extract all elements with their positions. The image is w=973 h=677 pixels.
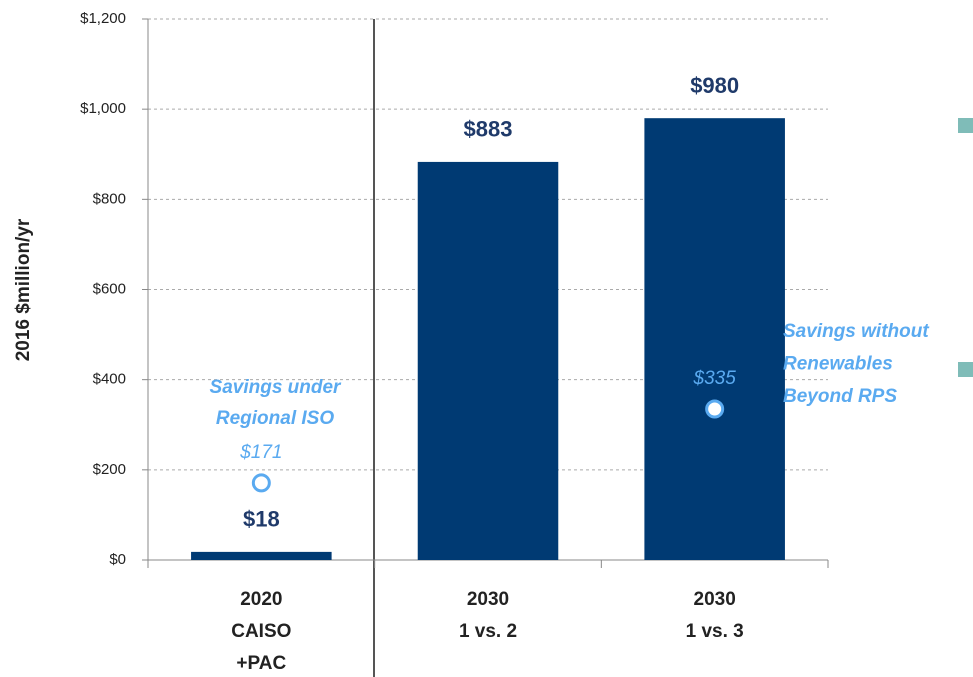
x-tick-label: 2030: [694, 589, 736, 610]
annotation: Savings under: [210, 377, 343, 398]
bar: [191, 551, 332, 560]
x-tick-label: 2020: [240, 589, 282, 610]
y-tick-label: $600: [93, 280, 126, 297]
bar: [644, 118, 785, 560]
annotation: Renewables: [783, 354, 893, 375]
x-tick-label: 1 vs. 3: [686, 621, 744, 642]
marker-label: $335: [693, 368, 737, 389]
value-label: $18: [243, 507, 280, 532]
y-tick-label: $1,000: [80, 100, 126, 117]
annotation: Regional ISO: [216, 408, 334, 429]
bullet: [958, 118, 973, 133]
value-label: $883: [464, 117, 513, 142]
x-tick-label: CAISO: [231, 621, 291, 642]
y-tick-label: $0: [109, 551, 126, 568]
x-tick-label: 2030: [467, 589, 509, 610]
value-label: $980: [690, 73, 739, 98]
bullet: [958, 362, 973, 377]
y-tick-label: $800: [93, 190, 126, 207]
y-tick-label: $1,200: [80, 10, 126, 27]
y-tick-label: $200: [93, 461, 126, 478]
y-axis-label: 2016 $million/yr: [13, 218, 34, 361]
annotation: Beyond RPS: [783, 386, 897, 407]
marker: [705, 399, 725, 419]
y-tick-label: $400: [93, 371, 126, 388]
annotation: Savings without: [783, 321, 929, 342]
bar: [417, 161, 559, 560]
x-tick-label: 1 vs. 2: [459, 621, 517, 642]
marker: [251, 473, 271, 493]
marker-label: $171: [239, 442, 282, 463]
x-tick-label: +PAC: [236, 653, 286, 674]
